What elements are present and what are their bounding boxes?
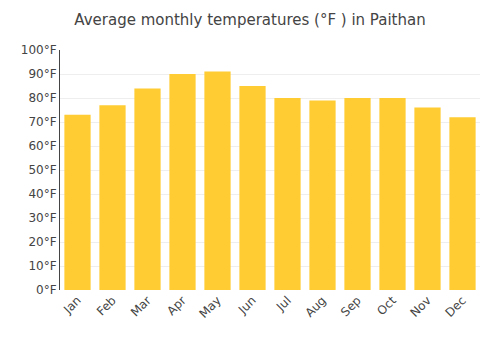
svg-text:90°F: 90°F [28, 67, 56, 81]
svg-text:50°F: 50°F [28, 163, 56, 177]
svg-text:10°F: 10°F [28, 259, 56, 273]
svg-text:30°F: 30°F [28, 211, 56, 225]
svg-text:80°F: 80°F [28, 91, 56, 105]
svg-text:Oct: Oct [374, 293, 399, 318]
svg-text:70°F: 70°F [28, 115, 56, 129]
svg-text:60°F: 60°F [28, 139, 56, 153]
svg-text:May: May [196, 293, 223, 320]
svg-text:20°F: 20°F [28, 235, 56, 249]
svg-text:Mar: Mar [128, 293, 154, 319]
svg-text:Nov: Nov [407, 293, 433, 319]
svg-text:Jun: Jun [235, 293, 259, 317]
svg-text:Jan: Jan [60, 293, 84, 317]
svg-text:Apr: Apr [164, 293, 189, 318]
svg-text:Aug: Aug [302, 293, 328, 319]
svg-text:Jul: Jul [273, 293, 294, 314]
svg-text:Feb: Feb [94, 293, 119, 318]
svg-text:0°F: 0°F [36, 283, 57, 297]
svg-text:Sep: Sep [338, 293, 364, 319]
svg-text:Average monthly temperatures (: Average monthly temperatures (°F ) in Pa… [74, 11, 425, 29]
svg-text:Dec: Dec [443, 293, 469, 319]
svg-text:100°F: 100°F [21, 43, 57, 57]
svg-text:40°F: 40°F [28, 187, 56, 201]
